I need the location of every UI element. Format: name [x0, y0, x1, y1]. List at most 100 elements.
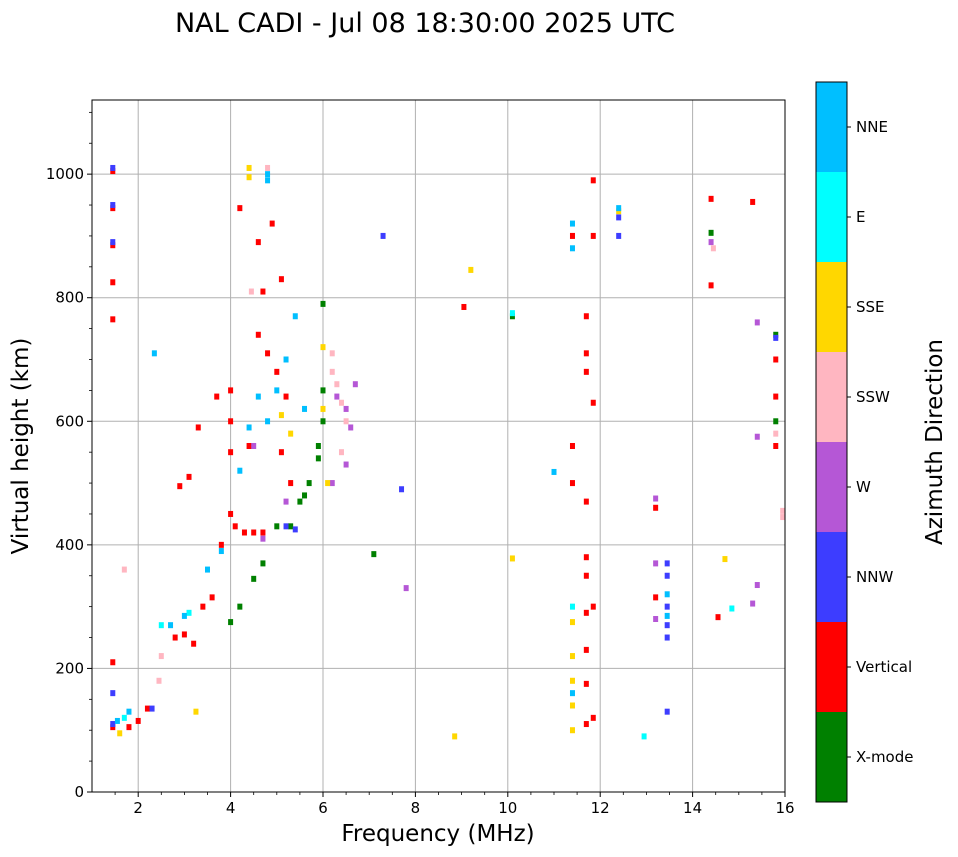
data-point — [248, 288, 254, 295]
data-point — [205, 566, 210, 573]
data-point — [232, 523, 238, 530]
data-point — [274, 368, 280, 375]
data-point — [664, 612, 670, 619]
data-point — [228, 387, 234, 394]
data-point — [110, 279, 116, 286]
data-point — [583, 350, 589, 357]
data-point — [110, 164, 116, 171]
data-point — [773, 443, 779, 449]
data-point — [590, 177, 596, 184]
data-point — [186, 473, 192, 480]
data-point — [237, 603, 243, 610]
colorbar-swatch-vertical — [816, 622, 847, 712]
data-point — [509, 310, 515, 317]
data-point — [468, 266, 474, 273]
data-point — [181, 631, 187, 638]
data-point — [265, 418, 271, 425]
data-point — [616, 205, 622, 212]
data-point — [283, 523, 289, 530]
series-sse — [117, 164, 728, 740]
data-point — [135, 717, 141, 724]
data-point — [278, 276, 284, 283]
data-point — [664, 572, 670, 579]
data-point — [334, 393, 340, 400]
colorbar-swatch-ssw — [816, 352, 847, 442]
data-point — [158, 622, 164, 629]
data-point — [569, 245, 575, 252]
data-point — [329, 368, 335, 375]
data-point — [329, 480, 335, 487]
data-point — [509, 313, 515, 320]
data-point — [343, 418, 349, 425]
series-vertical — [110, 168, 779, 731]
y-tick-label: 0 — [74, 783, 84, 801]
series-nne — [114, 171, 670, 724]
data-point — [214, 393, 220, 400]
data-point — [708, 239, 714, 246]
y-tick-label: 400 — [55, 536, 84, 554]
data-point — [338, 399, 344, 406]
y-axis-ticks: 0 200 400 600 800 1000 — [46, 111, 92, 801]
data-point — [708, 195, 714, 202]
data-point — [569, 727, 575, 734]
data-point — [283, 498, 289, 505]
data-point — [653, 504, 659, 511]
data-point — [315, 443, 321, 449]
data-point — [237, 467, 243, 474]
data-point — [265, 164, 271, 171]
data-point — [306, 480, 312, 487]
data-point — [616, 214, 622, 221]
data-point — [750, 600, 756, 607]
data-point — [218, 541, 224, 548]
data-point — [117, 730, 123, 737]
data-point — [228, 619, 234, 626]
data-point — [653, 495, 659, 502]
data-point — [403, 585, 409, 592]
data-point — [583, 721, 589, 728]
data-point — [172, 634, 178, 641]
data-point — [590, 399, 596, 406]
data-point — [274, 387, 280, 394]
data-point — [110, 239, 116, 246]
colorbar-tick-label: SSW — [856, 388, 890, 406]
data-point — [200, 603, 206, 610]
data-point — [278, 449, 284, 456]
data-point — [251, 443, 257, 449]
data-point — [288, 430, 294, 437]
data-point — [461, 303, 467, 310]
plot-frame — [91, 99, 786, 793]
data-point — [780, 514, 786, 521]
data-point — [380, 232, 386, 239]
colorbar-frame — [815, 81, 848, 803]
data-point — [255, 331, 261, 338]
data-point — [302, 492, 308, 499]
data-point — [260, 535, 266, 542]
data-point — [149, 705, 155, 712]
data-point — [320, 418, 326, 425]
data-point — [151, 350, 157, 357]
data-point — [278, 412, 284, 419]
data-point — [209, 594, 215, 601]
data-point — [121, 714, 127, 721]
data-point — [773, 334, 779, 341]
data-point — [773, 430, 779, 437]
x-axis-ticks: 2 4 6 8 10 12 14 16 — [114, 792, 795, 817]
colorbar-swatch-nne — [816, 82, 847, 172]
x-tick-label: 12 — [591, 799, 610, 817]
data-point — [715, 614, 721, 621]
data-point — [292, 526, 298, 533]
data-point — [569, 232, 575, 239]
y-tick-label: 200 — [55, 659, 84, 677]
data-point — [228, 510, 234, 517]
data-point — [218, 548, 224, 555]
data-point — [343, 405, 349, 412]
data-point — [338, 449, 344, 456]
data-point — [729, 605, 735, 612]
series-e — [121, 310, 735, 740]
series-nnw — [110, 164, 779, 728]
data-point — [265, 350, 271, 357]
data-point — [288, 480, 294, 487]
data-point — [399, 486, 405, 493]
colorbar-swatch-x-mode — [816, 712, 847, 802]
